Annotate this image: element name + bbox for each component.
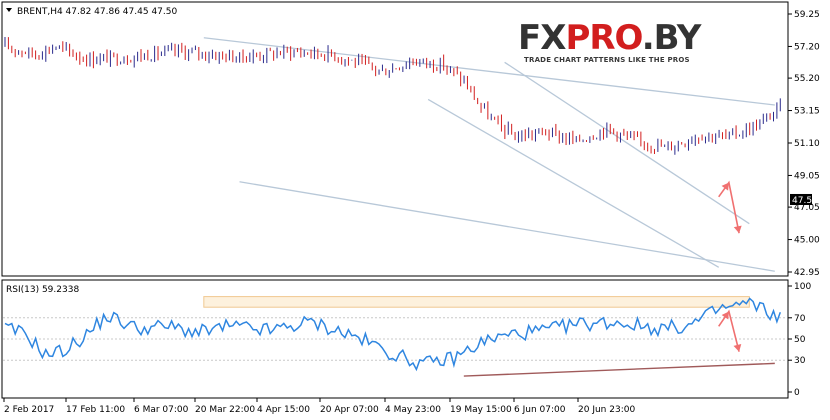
time-tick-label: 20 Jun 23:00	[578, 405, 635, 415]
symbol-header: BRENT,H4 47.82 47.86 47.45 47.50	[17, 7, 177, 17]
current-price-tag: 47.50	[790, 193, 818, 206]
price-forecast-arrow	[718, 180, 742, 234]
time-tick-label: 4 Apr 15:00	[257, 405, 310, 415]
rsi-tick-label: 100	[794, 282, 811, 292]
arrow-head	[733, 225, 742, 234]
rsi-tick-label: 70	[794, 314, 806, 324]
price-tick-label: 42.95	[794, 268, 820, 278]
fxpro-logo: FXPRO.BY TRADE CHART PATTERNS LIKE THE P…	[518, 18, 703, 64]
rsi-series	[4, 297, 782, 372]
logo-tagline: TRADE CHART PATTERNS LIKE THE PROS	[524, 56, 690, 64]
arrow-head	[721, 311, 729, 320]
channel-line	[427, 98, 720, 268]
rsi-tick-label: 0	[794, 388, 800, 398]
channel-line	[203, 37, 775, 106]
arrow-head	[721, 182, 729, 191]
arrow-head	[733, 343, 742, 352]
price-tick-label: 53.15	[794, 107, 820, 117]
price-tick-label: 47.05	[794, 203, 820, 213]
price-tick-label: 59.25	[794, 10, 820, 20]
time-tick-label: 2 Feb 2017	[4, 405, 54, 415]
time-tick-label: 4 May 23:00	[385, 405, 441, 415]
logo-by: .BY	[642, 18, 702, 58]
symbol-dropdown-icon[interactable]	[6, 8, 12, 12]
price-channel-lines	[203, 37, 775, 272]
svg-text:47.50: 47.50	[792, 196, 818, 206]
rsi-line	[4, 297, 782, 372]
svg-text:FXPRO.BY: FXPRO.BY	[518, 18, 702, 58]
channel-line	[239, 181, 775, 272]
rsi-tick-label: 30	[794, 356, 806, 366]
price-tick-label: 49.05	[794, 171, 820, 181]
rsi-tick-label: 50	[794, 335, 806, 345]
logo-fx: FX	[518, 18, 566, 58]
price-pane[interactable]	[1, 1, 789, 277]
channel-line	[504, 61, 750, 225]
rsi-header: RSI(13) 59.2338	[6, 285, 79, 295]
price-tick-label: 55.20	[794, 74, 820, 84]
price-y-axis: 59.25 57.20 55.20 53.15 51.10 49.05 47.05 45.00…	[788, 10, 820, 278]
rsi-trend-line	[463, 362, 775, 377]
time-tick-label: 6 Jun 07:00	[514, 405, 566, 415]
time-tick-label: 17 Feb 11:00	[66, 405, 125, 415]
price-tick-label: 57.20	[794, 42, 820, 52]
time-tick-label: 20 Apr 07:00	[320, 405, 379, 415]
logo-pro: PRO	[565, 18, 642, 58]
rsi-overbought-zone	[203, 296, 750, 308]
price-candles	[4, 37, 781, 155]
arrow-line	[718, 309, 740, 352]
time-x-axis: 2 Feb 2017 17 Feb 11:00 6 Mar 07:00 20 Mar …	[3, 398, 635, 415]
rsi-y-axis: 100 70 50 30 0	[788, 282, 811, 398]
time-tick-label: 19 May 15:00	[450, 405, 512, 415]
time-tick-label: 20 Mar 22:00	[195, 405, 255, 415]
price-tick-label: 45.00	[794, 236, 820, 246]
time-tick-label: 6 Mar 07:00	[134, 405, 189, 415]
price-tick-label: 51.10	[794, 139, 820, 149]
rsi-annotations	[463, 309, 775, 377]
